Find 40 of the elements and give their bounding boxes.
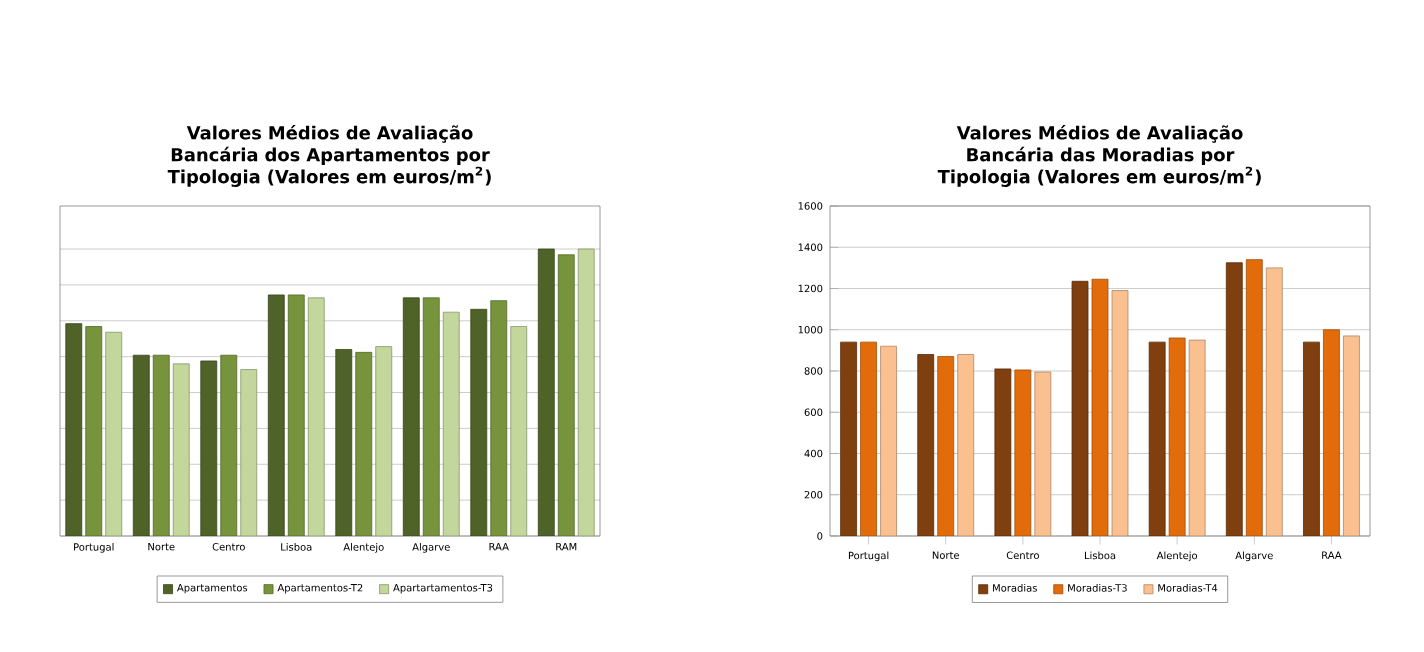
bar xyxy=(287,294,305,536)
bar xyxy=(937,356,955,536)
bar xyxy=(1034,371,1052,536)
bar xyxy=(307,297,325,536)
bar xyxy=(917,354,935,536)
bar xyxy=(220,354,238,536)
bar xyxy=(840,341,857,536)
bar xyxy=(172,363,190,536)
bar xyxy=(880,345,897,536)
bar xyxy=(490,300,508,536)
bar xyxy=(1265,267,1283,536)
bar xyxy=(375,346,393,536)
bar xyxy=(1323,329,1340,536)
bar xyxy=(85,326,103,536)
bar xyxy=(240,369,258,536)
bar xyxy=(537,248,555,536)
bar xyxy=(422,297,440,536)
bar xyxy=(65,323,83,536)
bar xyxy=(267,294,285,536)
bar xyxy=(1245,259,1263,536)
chart-title: Valores Médios de Avaliação Bancária dos Apartamentos por Tipologia (Valores em euros/m$^{2}$) xyxy=(167,124,491,188)
bar xyxy=(557,254,575,536)
bar xyxy=(957,354,975,536)
bar xyxy=(105,331,123,536)
bar xyxy=(470,308,488,536)
bar xyxy=(1148,341,1166,536)
bar xyxy=(442,311,460,536)
bar xyxy=(152,354,170,536)
bar xyxy=(1225,262,1243,536)
bar xyxy=(1343,335,1360,536)
bar xyxy=(860,341,877,536)
bar xyxy=(1303,341,1320,536)
bar xyxy=(510,326,528,536)
chart-title: Valores Médios de Avaliação Bancária das Moradias por Tipologia (Valores em euros/m$^{2}$) xyxy=(937,124,1261,188)
bar xyxy=(402,297,420,536)
bar xyxy=(335,349,353,536)
bar xyxy=(132,354,150,536)
bar xyxy=(200,360,218,536)
bar xyxy=(577,248,595,536)
bar xyxy=(355,351,373,536)
